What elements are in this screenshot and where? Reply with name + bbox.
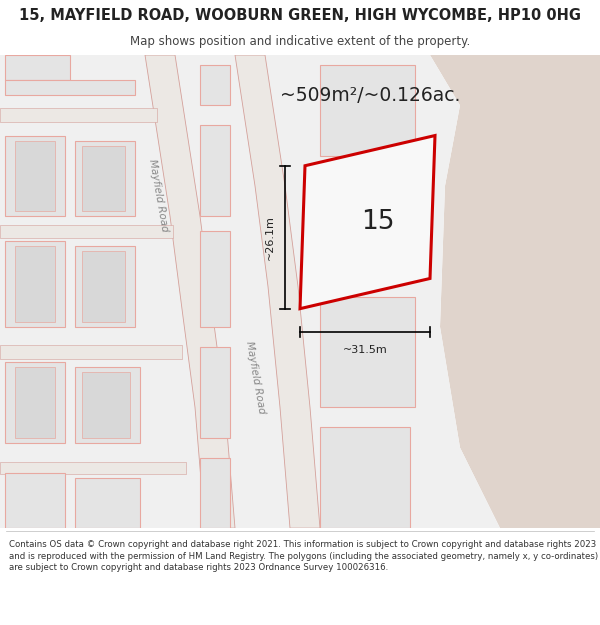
Polygon shape — [75, 141, 135, 216]
Polygon shape — [15, 246, 55, 322]
Polygon shape — [75, 367, 140, 442]
Polygon shape — [200, 126, 230, 216]
Polygon shape — [320, 297, 415, 408]
Polygon shape — [320, 428, 410, 528]
Polygon shape — [200, 65, 230, 106]
Polygon shape — [82, 372, 130, 438]
Text: 15, MAYFIELD ROAD, WOOBURN GREEN, HIGH WYCOMBE, HP10 0HG: 15, MAYFIELD ROAD, WOOBURN GREEN, HIGH W… — [19, 8, 581, 23]
Polygon shape — [75, 478, 140, 528]
Polygon shape — [15, 367, 55, 438]
Polygon shape — [0, 462, 186, 474]
Polygon shape — [200, 458, 230, 528]
Polygon shape — [0, 346, 182, 359]
Polygon shape — [5, 136, 65, 216]
Text: Map shows position and indicative extent of the property.: Map shows position and indicative extent… — [130, 35, 470, 48]
Polygon shape — [5, 241, 65, 327]
Polygon shape — [5, 472, 65, 528]
Polygon shape — [200, 231, 230, 327]
Polygon shape — [235, 55, 320, 528]
Polygon shape — [0, 224, 173, 238]
Polygon shape — [5, 55, 70, 80]
Polygon shape — [0, 108, 157, 122]
Polygon shape — [200, 347, 230, 438]
Polygon shape — [82, 251, 125, 322]
Text: Mayfield Road: Mayfield Road — [146, 159, 169, 233]
Polygon shape — [82, 146, 125, 211]
Text: 15: 15 — [361, 209, 394, 235]
Text: Contains OS data © Crown copyright and database right 2021. This information is : Contains OS data © Crown copyright and d… — [9, 540, 598, 572]
Text: ~509m²/~0.126ac.: ~509m²/~0.126ac. — [280, 86, 460, 105]
Polygon shape — [75, 246, 135, 327]
Polygon shape — [5, 80, 135, 95]
Polygon shape — [15, 141, 55, 211]
Polygon shape — [300, 136, 435, 309]
Polygon shape — [145, 55, 235, 528]
Text: Mayfield Road: Mayfield Road — [244, 340, 266, 414]
Text: ~26.1m: ~26.1m — [265, 215, 275, 259]
Polygon shape — [5, 362, 65, 442]
Text: ~31.5m: ~31.5m — [343, 345, 388, 355]
Polygon shape — [320, 65, 415, 156]
Polygon shape — [0, 55, 500, 528]
Polygon shape — [430, 55, 600, 528]
Polygon shape — [320, 171, 415, 276]
